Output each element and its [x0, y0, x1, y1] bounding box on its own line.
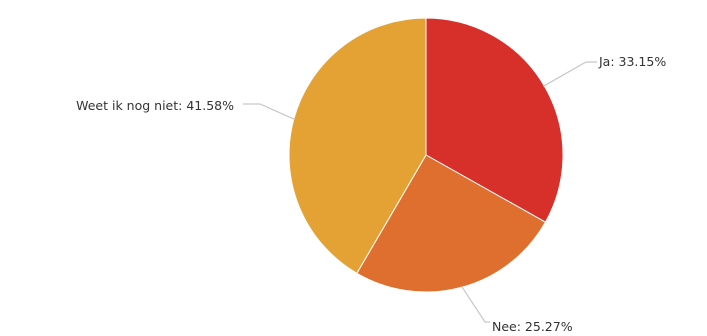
pie-slices — [288, 17, 564, 293]
data-labels: Ja: 33.15% Nee: 25.27% Weet ik nog niet: 4… — [76, 54, 666, 334]
data-label-nee: Nee: 25.27% — [492, 319, 573, 334]
label-leader-lines — [243, 61, 597, 323]
leader-line-weet-ik-nog-niet — [243, 103, 295, 120]
data-label-ja: Ja: 33.15% — [598, 54, 666, 69]
leader-line-ja — [543, 61, 597, 87]
data-label-weet-ik-nog-niet: Weet ik nog niet: 41.58% — [76, 98, 234, 113]
leader-line-nee — [461, 285, 490, 323]
